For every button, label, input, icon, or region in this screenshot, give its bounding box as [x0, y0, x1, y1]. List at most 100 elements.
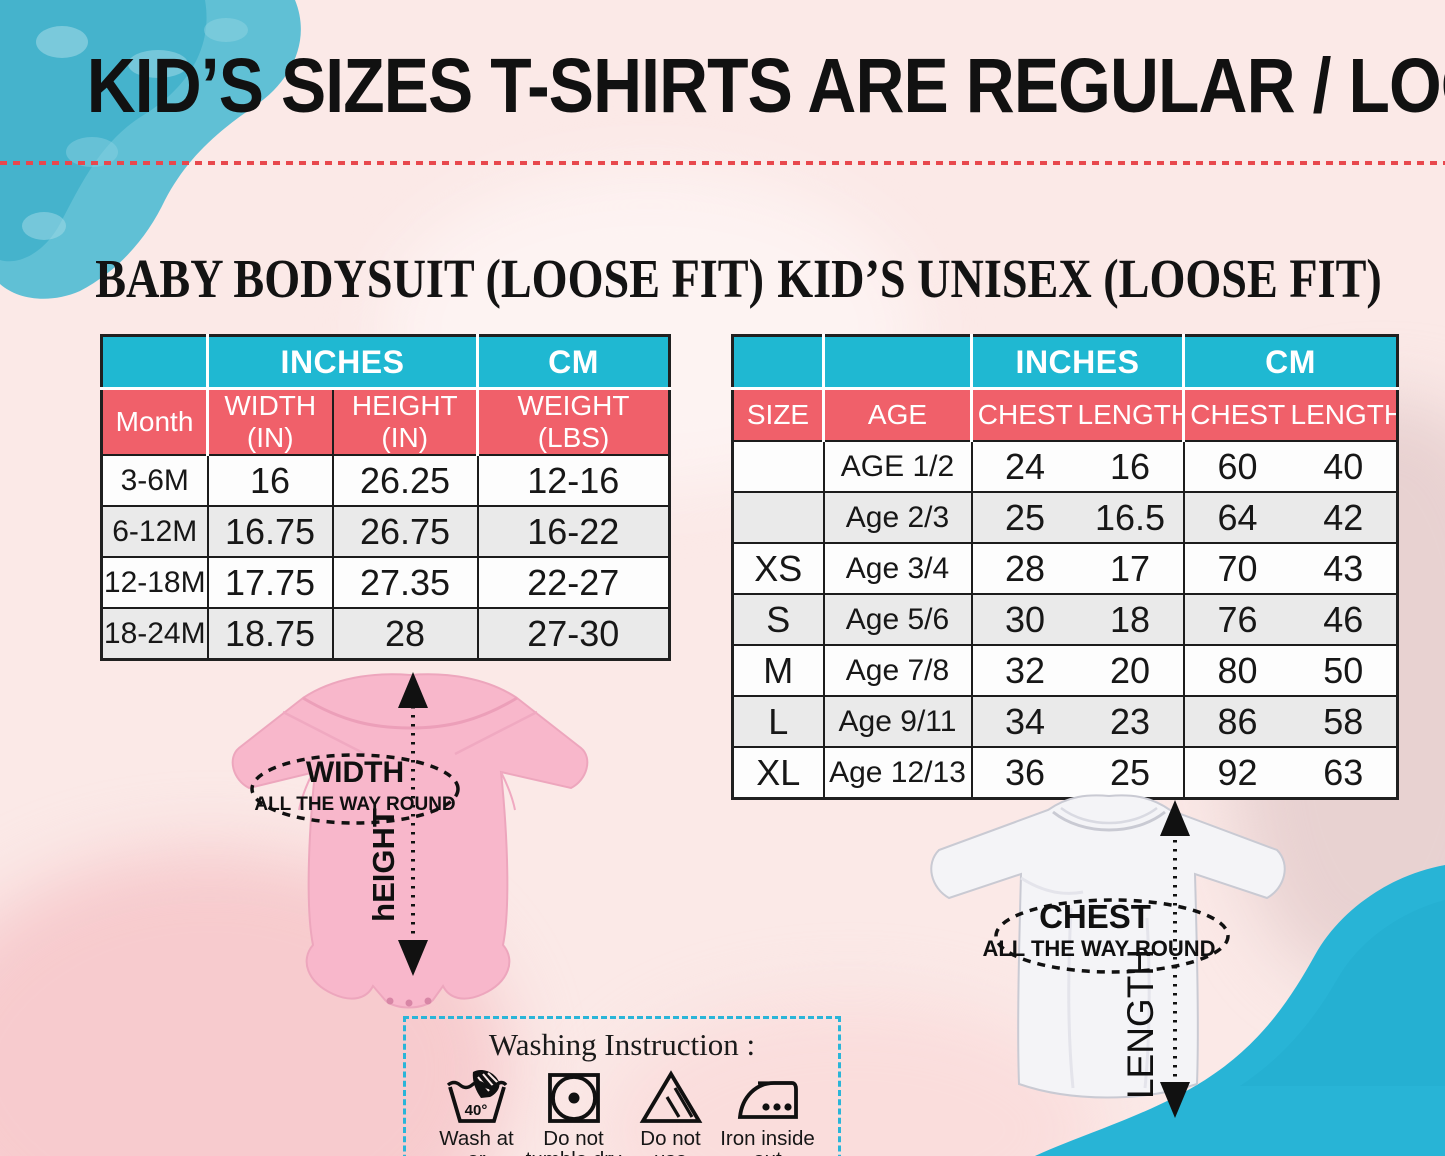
- table-cell: Age 3/4: [822, 542, 972, 594]
- table-cell: Age 9/11: [822, 695, 972, 747]
- table-row: XS Age 3/4 28 17 70 43: [732, 542, 1398, 594]
- table-cell: 24: [970, 440, 1078, 492]
- washing-item-wash-40: 40° Wash at or below 40°: [428, 1069, 525, 1156]
- label-line: tumble dry: [526, 1149, 622, 1156]
- table-cell: [732, 335, 824, 389]
- table-cell: AGE: [822, 387, 972, 441]
- washing-instruction-title: Washing Instruction :: [488, 1027, 756, 1062]
- kids-unisex-size-table: INCHES CM SIZE AGE CHEST LENGTH CHEST LE…: [731, 334, 1400, 800]
- table-cell: 12-16: [476, 454, 670, 506]
- table-cell: Age 2/3: [822, 491, 972, 543]
- table-cell: 22-27: [476, 556, 670, 608]
- table-cell: CM: [1181, 335, 1398, 389]
- table-cell: 76: [1182, 593, 1291, 645]
- table-cell: INCHES: [206, 335, 478, 389]
- table-cell: 46: [1290, 593, 1398, 645]
- bodysuit-seam: [298, 771, 314, 811]
- chest-measure-ellipse: [994, 898, 1230, 974]
- table-cell: 63: [1290, 746, 1398, 799]
- table-cell: INCHES: [970, 335, 1184, 389]
- fabric-crease: [1143, 917, 1151, 1089]
- snap-dot: [405, 999, 413, 1007]
- kids-section-heading: KID’S UNISEX (LOOSE FIT): [777, 248, 1382, 309]
- baby-bodysuit-figure: WIDTH ALL THE WAY ROUND hEIGHT: [231, 672, 589, 1009]
- table-cell: [101, 335, 208, 389]
- table-cell: 23: [1077, 695, 1184, 747]
- table-cell: WIDTH (IN): [206, 387, 333, 455]
- dotted-separator-line: [0, 161, 1445, 165]
- tshirt-collar: [1052, 810, 1166, 832]
- bodysuit-neckline: [302, 696, 518, 730]
- height-label: hEIGHT: [366, 808, 401, 922]
- table-row: L Age 9/11 34 23 86 58: [732, 695, 1398, 747]
- table-cell: 16.5: [1077, 491, 1184, 543]
- washing-item-no-bleach: Do not use bleach.: [622, 1069, 719, 1156]
- table-cell: 40: [1290, 440, 1398, 492]
- tshirt-shape: [930, 794, 1286, 1099]
- table-cell: S: [732, 593, 824, 645]
- label-line: Do not use: [640, 1127, 701, 1156]
- table-cell: 42: [1290, 491, 1398, 543]
- table-cell: 50: [1290, 644, 1398, 696]
- table-cell: 3-6M: [101, 454, 208, 506]
- table-cell: 26.25: [331, 454, 478, 506]
- table-cell: 28: [331, 607, 478, 660]
- table-cell: 34: [970, 695, 1078, 747]
- table-cell: Month: [101, 387, 208, 455]
- arrow-down-icon: [1160, 1082, 1190, 1118]
- table-header-row: INCHES CM: [732, 335, 1398, 389]
- iron-low-temp-icon: [737, 1081, 798, 1119]
- washing-item-no-tumble-dry: Do not tumble dry: [525, 1069, 622, 1156]
- table-cell: 26.75: [331, 505, 478, 557]
- washing-item-label: Wash at or below 40°: [428, 1128, 525, 1156]
- table-row: 3-6M 16 26.25 12-16: [101, 454, 670, 506]
- tshirt-collar-inner: [1060, 807, 1158, 825]
- table-cell: LENGTH: [1290, 387, 1398, 441]
- table-cell: Age 12/13: [822, 746, 972, 799]
- table-cell: 6-12M: [101, 505, 208, 557]
- chest-sub-label: ALL THE WAY ROUND: [982, 936, 1215, 961]
- table-cell: [732, 440, 824, 492]
- table-row: 12-18M 17.75 27.35 22-27: [101, 556, 670, 608]
- washing-item-iron-low: Iron inside out Low Temp.: [719, 1069, 816, 1156]
- baby-bodysuit-size-table: INCHES CM Month WIDTH (IN) HEIGHT (IN) W…: [100, 334, 671, 661]
- table-row: AGE 1/2 24 16 60 40: [732, 440, 1398, 492]
- arrow-down-icon: [398, 940, 428, 976]
- wash-temp-text: 40°: [464, 1102, 487, 1119]
- table-cell: 17: [1077, 542, 1184, 594]
- table-cell: WEIGHT (LBS): [476, 387, 670, 455]
- table-cell: 18-24M: [101, 607, 208, 660]
- washing-instruction-box: Washing Instruction : 40° Wash at or bel…: [403, 1016, 841, 1156]
- no-bleach-icon: [639, 1070, 702, 1123]
- table-row: 18-24M 18.75 28 27-30: [101, 607, 670, 660]
- width-label: WIDTH: [306, 756, 404, 789]
- snap-dot: [386, 997, 394, 1005]
- table-row: Age 2/3 25 16.5 64 42: [732, 491, 1398, 543]
- washing-item-label: Do not use bleach.: [622, 1128, 719, 1156]
- table-cell: Age 7/8: [822, 644, 972, 696]
- snap-dot: [424, 997, 432, 1005]
- table-cell: 86: [1182, 695, 1291, 747]
- fabric-crease: [1020, 876, 1084, 895]
- table-cell: 16-22: [476, 505, 670, 557]
- table-cell: 16.75: [206, 505, 333, 557]
- table-header-row: SIZE AGE CHEST LENGTH CHEST LENGTH: [732, 387, 1398, 441]
- table-header-row: INCHES CM: [101, 335, 670, 389]
- table-cell: 30: [970, 593, 1078, 645]
- bodysuit-seam: [500, 771, 516, 811]
- table-cell: 70: [1182, 542, 1291, 594]
- table-row: XL Age 12/13 36 25 92 63: [732, 746, 1398, 799]
- page-title: KID’S SIZES T-SHIRTS ARE REGULAR / LOOSE…: [86, 43, 1445, 129]
- table-cell: LENGTH: [1077, 387, 1184, 441]
- table-cell: 27-30: [476, 607, 670, 660]
- table-cell: 12-18M: [101, 556, 208, 608]
- table-cell: 25: [1077, 746, 1184, 799]
- label-line: Iron inside out: [720, 1127, 815, 1156]
- bodysuit-shoulder-flap: [454, 710, 538, 756]
- table-header-row: Month WIDTH (IN) HEIGHT (IN) WEIGHT (LBS…: [101, 387, 670, 455]
- table-cell: CHEST: [970, 387, 1078, 441]
- table-cell: 80: [1182, 644, 1291, 696]
- table-cell: 17.75: [206, 556, 333, 608]
- table-cell: 64: [1182, 491, 1291, 543]
